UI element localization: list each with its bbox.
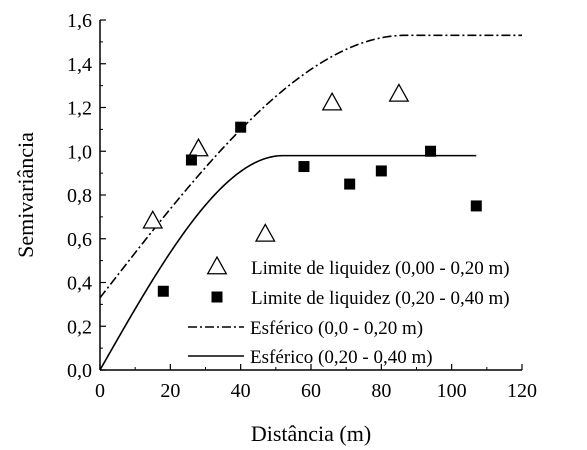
data-point-square (157, 285, 169, 297)
tick-labels: 0 20 40 60 80 100 120 0,0 0,2 0,4 0,6 0,8 1,0 1,2 1,4 1… (67, 10, 537, 402)
plot-area (99, 34, 522, 371)
y-tick-label: 1,2 (67, 98, 92, 120)
y-axis-title: Semivariância (13, 132, 38, 258)
data-point-square (185, 154, 197, 166)
y-tick-label: 1,0 (67, 141, 92, 163)
data-point-square (344, 178, 356, 190)
y-tick-label: 0,2 (67, 316, 92, 338)
axes (99, 19, 523, 371)
legend-label: Limite de liquidez (0,20 - 0,40 m) (251, 288, 510, 309)
data-point-triangle (142, 209, 164, 229)
spherical-model-curve-20-40 (99, 154, 477, 371)
data-point-triangle (254, 223, 276, 242)
data-point-triangle (188, 137, 209, 157)
data-point-square (298, 161, 310, 173)
x-tick-label: 120 (507, 380, 537, 402)
y-tick-label: 1,6 (67, 10, 92, 32)
y-tick-label: 0,8 (67, 185, 92, 207)
x-tick-label: 40 (231, 380, 251, 402)
legend-marker-square (211, 291, 223, 303)
data-point-square (375, 165, 387, 177)
legend-item-model-20-40: Esférico (0,20 - 0,40 m) (188, 347, 433, 368)
legend-label: Esférico (0,20 - 0,40 m) (250, 347, 433, 368)
y-tick-label: 1,4 (67, 54, 92, 76)
legend-label: Esférico (0,0 - 0,20 m) (250, 318, 423, 339)
data-point-triangle (388, 83, 410, 102)
y-tick-label: 0,0 (67, 360, 92, 382)
data-point-square (470, 200, 482, 212)
legend-item-triangles: Limite de liquidez (0,00 - 0,20 m) (206, 255, 510, 279)
data-point-square (235, 121, 247, 133)
legend: Limite de liquidez (0,00 - 0,20 m) Limite… (188, 255, 510, 368)
data-point-square (425, 145, 437, 157)
legend-label: Limite de liquidez (0,00 - 0,20 m) (251, 258, 510, 279)
y-tick-label: 0,6 (67, 229, 92, 251)
legend-marker-triangle (206, 255, 228, 275)
legend-item-squares: Limite de liquidez (0,20 - 0,40 m) (211, 288, 510, 309)
x-tick-label: 0 (95, 380, 105, 402)
y-tick-label: 0,4 (67, 273, 92, 295)
x-tick-label: 100 (437, 380, 467, 402)
spherical-model-curve-0-20 (99, 34, 522, 299)
x-axis-title: Distância (m) (251, 421, 371, 446)
data-point-triangle (321, 91, 343, 111)
x-tick-label: 20 (160, 380, 180, 402)
x-tick-label: 80 (371, 380, 391, 402)
x-tick-label: 60 (301, 380, 321, 402)
legend-item-model-0-20: Esférico (0,0 - 0,20 m) (188, 318, 423, 339)
